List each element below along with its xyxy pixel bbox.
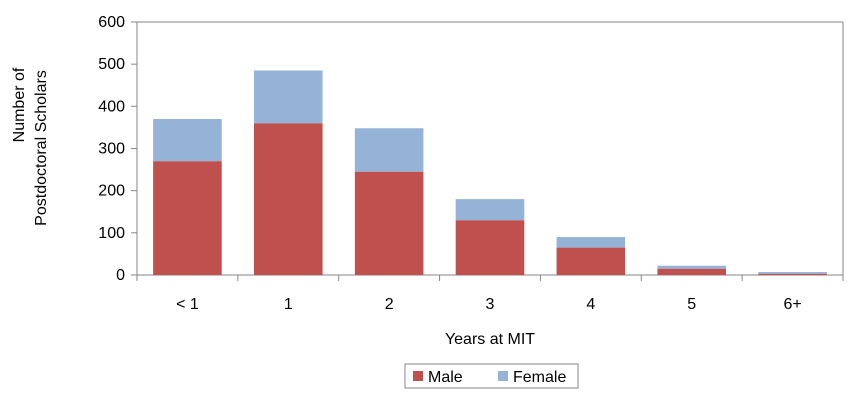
- y-tick-label: 0: [116, 267, 125, 284]
- x-tick-label: 1: [284, 296, 293, 313]
- y-axis-title-line-1: Number of: [11, 67, 28, 142]
- bar-female-1: [253, 70, 323, 124]
- x-tick-label: < 1: [176, 296, 199, 313]
- y-tick-label: 400: [98, 98, 125, 115]
- legend-label-female: Female: [513, 369, 566, 386]
- bar-female-3: [455, 199, 525, 221]
- y-tick-label: 600: [98, 14, 125, 31]
- x-axis-title: Years at MIT: [445, 331, 535, 348]
- y-axis: 0 100 200 300 400 500 600: [98, 14, 137, 284]
- bar-male-1: [253, 123, 323, 275]
- bar-male-4: [556, 247, 626, 275]
- bar-female-6: [758, 272, 827, 274]
- bar-male-5: [657, 268, 727, 275]
- x-tick-label: 6+: [783, 296, 801, 313]
- bar-male-3: [455, 220, 525, 275]
- legend: Male Female: [404, 363, 579, 389]
- bar-female-4: [556, 237, 626, 248]
- legend-label-male: Male: [428, 369, 463, 386]
- x-tick-label: 4: [586, 296, 595, 313]
- bar-female-0: [153, 118, 222, 162]
- legend-swatch-female: [498, 371, 508, 381]
- y-tick-label: 100: [98, 225, 125, 242]
- bar-male-2: [354, 171, 424, 275]
- y-tick-label: 300: [98, 141, 125, 158]
- legend-box: [404, 363, 579, 389]
- x-tick-label: 3: [486, 296, 495, 313]
- bar-female-2: [354, 128, 424, 172]
- x-tick-label: 5: [687, 296, 696, 313]
- y-tick-label: 500: [98, 56, 125, 73]
- bars: [153, 70, 827, 275]
- x-tick-label: 2: [385, 296, 394, 313]
- legend-swatch-male: [413, 371, 423, 381]
- bar-male-0: [153, 161, 222, 275]
- x-axis: < 1 1 2 3 4 5 6+: [136, 275, 844, 313]
- y-tick-label: 200: [98, 183, 125, 200]
- bar-male-6: [758, 273, 827, 275]
- bar-female-5: [657, 265, 727, 269]
- y-axis-title-line-2: Postdoctoral Scholars: [33, 70, 50, 226]
